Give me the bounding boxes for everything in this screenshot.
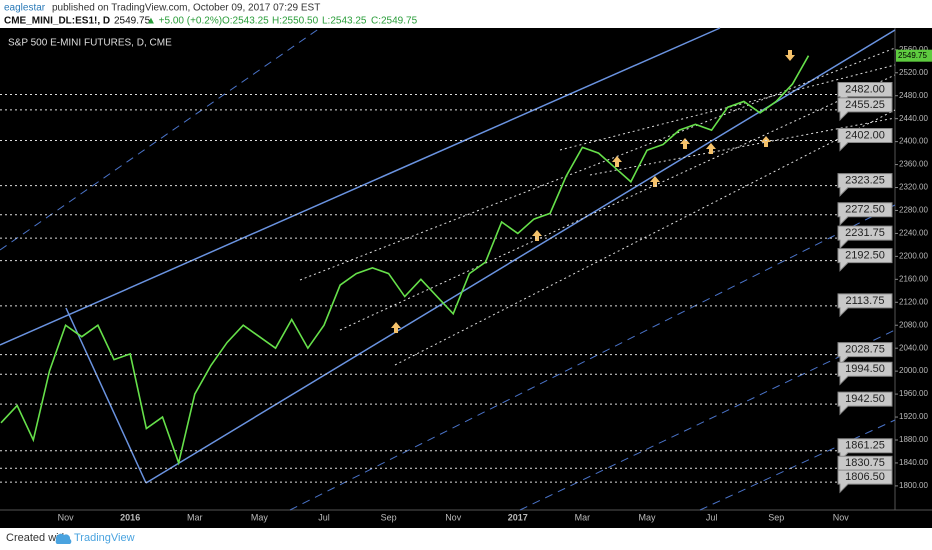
open: O:2543.25 (222, 16, 269, 27)
chart-title: S&P 500 E-MINI FUTURES, D, CME (8, 38, 172, 49)
level-callout (837, 391, 893, 416)
y-tick-label: 2240.00 (899, 229, 928, 238)
footer-brand[interactable]: TradingView (74, 532, 135, 544)
y-tick-label: 2200.00 (899, 251, 928, 260)
arrow (532, 230, 542, 241)
x-tick-label: Nov (833, 512, 850, 522)
y-tick-label: 2560.00 (899, 45, 928, 54)
level-label: 2113.75 (846, 295, 885, 307)
x-tick-label: 2016 (120, 512, 140, 522)
channel-line (65, 307, 147, 484)
x-tick-label: 2017 (508, 512, 528, 522)
level-label: 2482.00 (845, 83, 885, 95)
y-tick-label: 2120.00 (899, 297, 928, 306)
level-label: 2402.00 (845, 129, 885, 141)
y-tick-label: 2440.00 (899, 114, 928, 123)
arrow (650, 176, 660, 187)
symbol: CME_MINI_DL:ES1!, D (4, 16, 110, 27)
level-callout (837, 202, 893, 226)
high: H:2550.50 (272, 16, 319, 27)
level-label: 2323.25 (845, 175, 885, 187)
arrows (391, 50, 795, 333)
footer (0, 528, 932, 550)
level-label: 2028.75 (845, 344, 885, 356)
footer-text: Created with (6, 532, 68, 544)
drawings (0, 27, 896, 511)
x-tick-label: May (251, 512, 269, 522)
y-tick-label: 1960.00 (899, 389, 928, 398)
level-callout (837, 361, 893, 386)
y-tick-label: 2000.00 (899, 366, 928, 375)
level-callout (837, 127, 893, 152)
y-tick-label: 2520.00 (899, 68, 928, 77)
channel-line (289, 204, 896, 511)
x-tick-label: Nov (58, 512, 75, 522)
y-tick-label: 2160.00 (899, 274, 928, 283)
arrow (612, 156, 622, 167)
channel-line (589, 117, 896, 176)
published: published on TradingView.com, October 09… (52, 3, 320, 14)
y-tick-label: 1840.00 (899, 458, 928, 467)
price-tag (896, 49, 932, 62)
x-tick-label: Sep (768, 512, 784, 522)
level-callout (837, 97, 893, 122)
y-tick-label: 2320.00 (899, 183, 928, 192)
channel-line (394, 109, 896, 366)
price-tag-label: 2549.75 (898, 51, 927, 60)
y-tick-label: 2360.00 (899, 160, 928, 169)
level-label: 1861.25 (845, 440, 885, 452)
arrow (706, 143, 716, 154)
y-tick-label: 2400.00 (899, 137, 928, 146)
channel-line (699, 419, 896, 511)
level-label: 1942.50 (845, 393, 885, 405)
level-callout (837, 342, 893, 366)
level-callout (837, 225, 893, 250)
y-tick-label: 1920.00 (899, 412, 928, 421)
level-label: 1994.50 (845, 363, 885, 375)
x-tick-label: Mar (575, 512, 591, 522)
chart-panel (0, 28, 932, 528)
y-tick-label: 2080.00 (899, 320, 928, 329)
logo (55, 533, 72, 544)
level-label: 2272.50 (845, 204, 885, 216)
price-line (0, 55, 810, 466)
arrow (785, 50, 795, 61)
channel-line (339, 74, 896, 331)
low: L:2543.25 (322, 16, 367, 27)
level-label: 1830.75 (845, 457, 885, 469)
level-label: 2192.50 (845, 250, 885, 262)
y-tick-label: 1880.00 (899, 435, 928, 444)
close: C:2549.75 (371, 16, 418, 27)
channel-line (0, 27, 321, 251)
y-tick-label: 1800.00 (899, 481, 928, 490)
x-tick-label: Sep (381, 512, 397, 522)
x-tick-label: Nov (445, 512, 462, 522)
channel-line (0, 27, 721, 346)
last: 2549.75 (114, 16, 151, 27)
level-label: 2231.75 (845, 227, 885, 239)
x-tick-label: Mar (187, 512, 203, 522)
channel-line (299, 47, 896, 281)
y-tick-label: 2480.00 (899, 91, 928, 100)
author[interactable]: eaglestar (4, 3, 46, 14)
level-callout (837, 248, 893, 272)
arrow (391, 322, 401, 333)
x-tick-label: Jul (706, 512, 718, 522)
x-tick-label: Jul (318, 512, 330, 522)
arrow (761, 136, 771, 147)
x-tick-label: May (638, 512, 656, 522)
arrow (680, 138, 690, 149)
change: ▲ +5.00 (+0.2%) (146, 16, 222, 27)
y-tick-label: 2040.00 (899, 343, 928, 352)
level-callout (837, 469, 893, 494)
level-callout (837, 173, 893, 197)
y-tick-label: 2280.00 (899, 206, 928, 215)
level-label: 2455.25 (845, 99, 885, 111)
level-label: 1806.50 (845, 471, 885, 483)
level-callout (837, 293, 893, 318)
